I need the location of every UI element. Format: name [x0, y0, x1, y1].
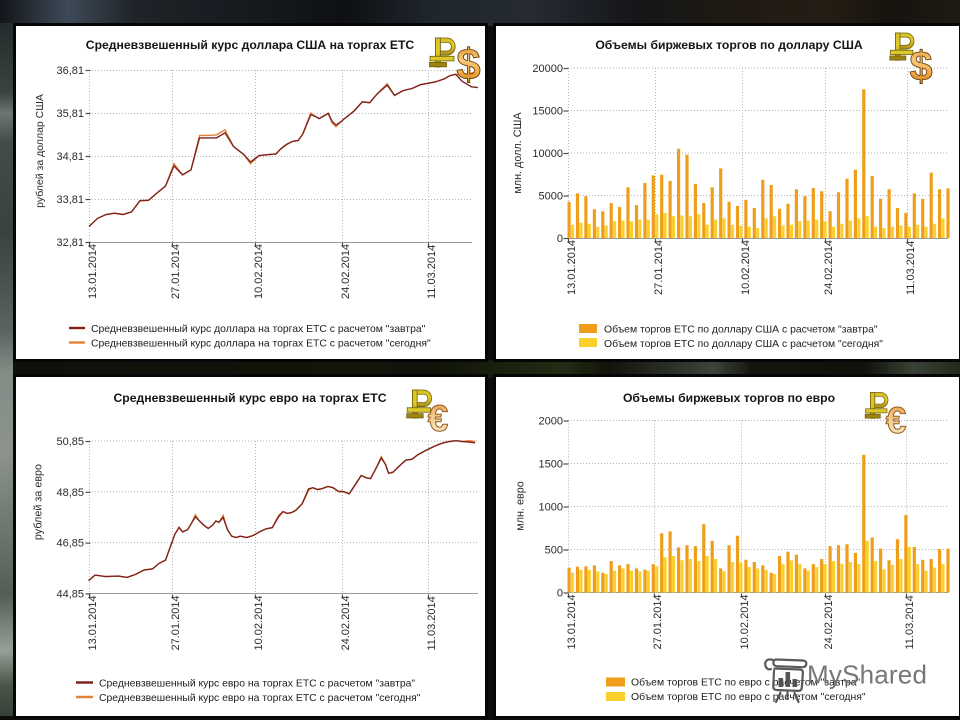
- svg-text:1500: 1500: [539, 459, 563, 471]
- svg-text:MyShared: MyShared: [807, 660, 927, 690]
- svg-text:10000: 10000: [532, 148, 563, 160]
- svg-text:€: €: [428, 398, 449, 439]
- svg-text:Объемы биржевых торгов по евро: Объемы биржевых торгов по евро: [623, 391, 835, 405]
- svg-text:Средневзвешенный курс доллара: Средневзвешенный курс доллара США на тор…: [86, 38, 415, 52]
- svg-text:Объем торгов ЕТС по евро с рас: Объем торгов ЕТС по евро с расчетом "сег…: [631, 691, 866, 703]
- svg-text:44,85: 44,85: [56, 588, 84, 600]
- svg-text:$: $: [909, 43, 932, 90]
- svg-text:46,85: 46,85: [56, 538, 84, 550]
- svg-text:13.01.2014: 13.01.2014: [566, 594, 578, 649]
- svg-text:10.02.2014: 10.02.2014: [740, 240, 752, 295]
- svg-text:5000: 5000: [539, 191, 563, 203]
- svg-text:11.03.2014: 11.03.2014: [904, 595, 916, 649]
- svg-text:13.01.2014: 13.01.2014: [566, 240, 578, 295]
- svg-text:27.01.2014: 27.01.2014: [170, 244, 182, 299]
- svg-text:13.01.2014: 13.01.2014: [87, 595, 99, 650]
- svg-text:13.01.2014: 13.01.2014: [87, 244, 99, 299]
- svg-text:34,81: 34,81: [56, 151, 84, 163]
- svg-text:48,85: 48,85: [56, 487, 84, 499]
- svg-text:15000: 15000: [532, 106, 563, 118]
- svg-text:500: 500: [545, 545, 563, 557]
- svg-text:Средневзвешенный курс евро на: Средневзвешенный курс евро на торгах ЕТС…: [99, 679, 415, 690]
- svg-text:Средневзвешенный курс доллара: Средневзвешенный курс доллара на торгах …: [91, 339, 431, 350]
- svg-text:рублей за доллар США: рублей за доллар США: [34, 94, 46, 208]
- svg-text:1000: 1000: [539, 502, 563, 514]
- svg-text:10.02.2014: 10.02.2014: [739, 594, 751, 649]
- svg-text:20000: 20000: [532, 63, 563, 75]
- svg-text:24.02.2014: 24.02.2014: [823, 594, 835, 649]
- svg-text:млн. долл. США: млн. долл. США: [512, 112, 524, 194]
- svg-text:10.02.2014: 10.02.2014: [253, 244, 265, 299]
- svg-text:27.01.2014: 27.01.2014: [653, 240, 665, 295]
- svg-text:27.01.2014: 27.01.2014: [652, 594, 664, 649]
- svg-text:Объем торгов ЕТС по доллару СШ: Объем торгов ЕТС по доллару США с расчет…: [604, 338, 883, 350]
- svg-text:0: 0: [557, 588, 563, 600]
- svg-text:Средневзвешенный курс евро на: Средневзвешенный курс евро на торгах ЕТС…: [99, 693, 421, 704]
- svg-text:Объемы биржевых торгов по долл: Объемы биржевых торгов по доллару США: [595, 38, 863, 52]
- svg-text:24.02.2014: 24.02.2014: [340, 244, 352, 299]
- svg-text:Средневзвешенный курс доллара: Средневзвешенный курс доллара на торгах …: [91, 324, 426, 335]
- svg-text:24.02.2014: 24.02.2014: [340, 595, 352, 650]
- svg-text:24.02.2014: 24.02.2014: [823, 240, 835, 295]
- svg-text:11.03.2014: 11.03.2014: [905, 241, 917, 295]
- svg-text:35,81: 35,81: [56, 108, 84, 120]
- svg-text:50,85: 50,85: [56, 436, 84, 448]
- svg-text:0: 0: [557, 233, 563, 245]
- svg-text:$: $: [456, 42, 480, 90]
- svg-text:Средневзвешенный курс евро на: Средневзвешенный курс евро на торгах ЕТС: [114, 391, 387, 405]
- svg-text:Объем торгов ЕТС по доллару СШ: Объем торгов ЕТС по доллару США с расчет…: [604, 324, 878, 336]
- svg-text:рублей за евро: рублей за евро: [33, 464, 45, 540]
- svg-text:27.01.2014: 27.01.2014: [170, 595, 182, 650]
- svg-text:11.03.2014: 11.03.2014: [426, 245, 438, 299]
- svg-text:2000: 2000: [539, 416, 563, 428]
- svg-text:11.03.2014: 11.03.2014: [426, 596, 438, 650]
- svg-text:10.02.2014: 10.02.2014: [253, 595, 265, 650]
- svg-text:36,81: 36,81: [56, 65, 84, 77]
- svg-text:32,81: 32,81: [56, 237, 84, 249]
- svg-text:€: €: [886, 400, 907, 441]
- svg-text:млн. евро: млн. евро: [515, 481, 527, 530]
- svg-text:33,81: 33,81: [56, 194, 84, 206]
